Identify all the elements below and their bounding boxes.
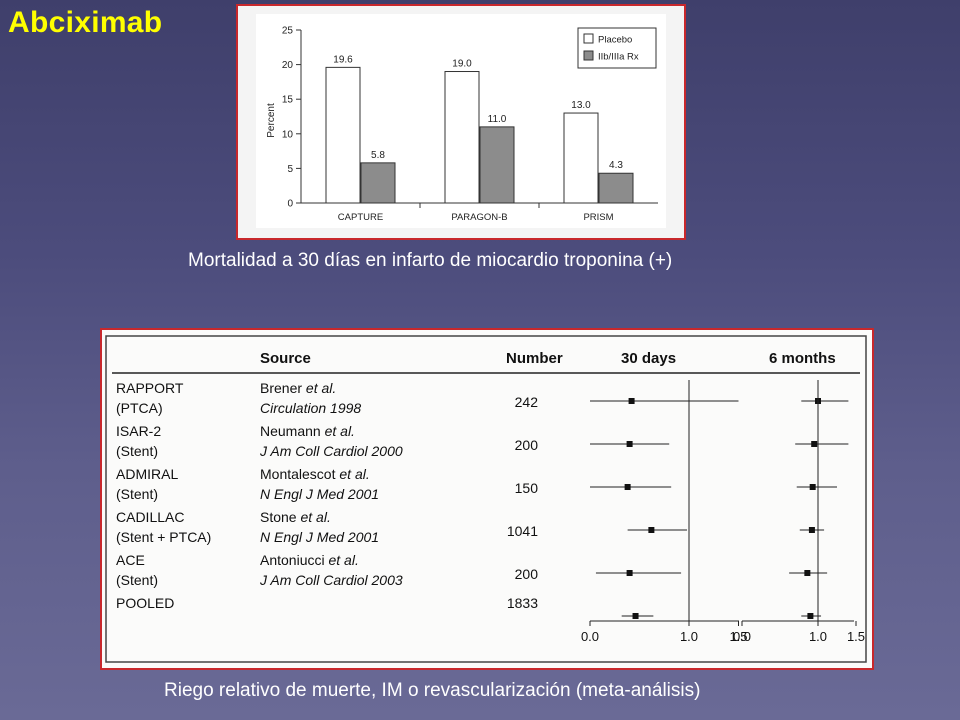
row-number: 150	[515, 480, 539, 496]
x-tick-label: PRISM	[583, 212, 613, 223]
data-label: 5.8	[371, 150, 385, 161]
axis-tick-label-months6: 1.5	[847, 629, 865, 644]
row-trial: ACE	[116, 552, 145, 568]
data-label: 19.0	[452, 59, 472, 70]
row-journal: N Engl J Med 2001	[260, 529, 379, 545]
point-estimate-months6	[811, 441, 818, 447]
point-estimate-days30	[632, 613, 639, 619]
legend-swatch	[583, 50, 594, 61]
row-design: (Stent)	[116, 443, 158, 459]
point-estimate-months6	[808, 527, 815, 533]
legend-swatch	[583, 33, 594, 44]
row-author: Stone et al.	[260, 509, 331, 525]
row-trial: ISAR-2	[116, 423, 161, 439]
table-frame	[105, 335, 867, 663]
row-design: (Stent)	[116, 572, 158, 588]
forest-plot: Source Number 30 days 6 months RAPPORT (PTCA)…	[105, 335, 867, 663]
y-tick-label: 20	[282, 60, 294, 71]
row-number: 200	[515, 437, 539, 453]
axis-tick-label-days30: 1.0	[680, 629, 698, 644]
row-trial: POOLED	[116, 595, 174, 611]
bar-placebo	[563, 112, 599, 204]
point-estimate-days30	[648, 527, 655, 533]
axis-tick-label-months6: 1.0	[809, 629, 827, 644]
row-number: 1041	[507, 523, 538, 539]
point-estimate-days30	[626, 441, 633, 447]
y-tick-label: 25	[282, 26, 294, 37]
axis-tick-label-days30: 0.0	[581, 629, 599, 644]
bar-chart-panel: 0 5 10 15 20 25 Percent CAPTURE 19.6 5.8 PARAGON-B…	[236, 4, 686, 240]
legend-label: IIb/IIIa Rx	[598, 52, 639, 63]
row-journal: J Am Coll Cardiol 2000	[259, 443, 403, 459]
axis-tick-label-months6: 0.0	[733, 629, 751, 644]
bar-treatment	[598, 172, 634, 204]
point-estimate-months6	[807, 613, 814, 619]
row-trial: CADILLAC	[116, 509, 184, 525]
forest-plot-panel: Source Number 30 days 6 months RAPPORT (PTCA)…	[100, 328, 874, 670]
row-number: 200	[515, 566, 539, 582]
row-journal: N Engl J Med 2001	[260, 486, 379, 502]
row-author: Brener et al.	[260, 380, 336, 396]
row-trial: RAPPORT	[116, 380, 184, 396]
row-trial: ADMIRAL	[116, 466, 178, 482]
header-number: Number	[506, 350, 563, 367]
data-label: 13.0	[571, 100, 591, 111]
slide-title: Abciximab	[8, 6, 163, 39]
data-label: 11.0	[488, 114, 507, 125]
y-tick-label: 5	[287, 164, 293, 175]
row-number: 1833	[507, 595, 538, 611]
bar-treatment	[360, 162, 396, 204]
point-estimate-days30	[628, 398, 635, 404]
row-author: Antoniucci et al.	[260, 552, 359, 568]
x-tick-label: PARAGON-B	[451, 212, 507, 223]
axis-tick-label-days30: 1.5	[729, 629, 747, 644]
bar-placebo	[444, 71, 480, 204]
data-label: 4.3	[609, 160, 623, 171]
bar-treatment	[479, 126, 515, 204]
row-author: Montalescot et al.	[260, 466, 370, 482]
row-journal: J Am Coll Cardiol 2003	[259, 572, 403, 588]
bar-chart: 0 5 10 15 20 25 Percent CAPTURE 19.6 5.8 PARAGON-B…	[256, 14, 666, 228]
data-label: 19.6	[333, 54, 353, 65]
row-design: (PTCA)	[116, 400, 163, 416]
row-author: Neumann et al.	[260, 423, 355, 439]
header-source: Source	[260, 350, 311, 367]
y-tick-label: 10	[282, 129, 294, 140]
bar-chart-caption: Mortalidad a 30 días en infarto de mioca…	[188, 250, 673, 271]
point-estimate-days30	[624, 484, 631, 490]
forest-plot-caption: Riego relativo de muerte, IM o revascula…	[164, 680, 701, 701]
y-tick-label: 0	[287, 199, 293, 210]
x-tick-label: CAPTURE	[338, 212, 383, 223]
legend-label: Placebo	[598, 35, 632, 46]
point-estimate-months6	[804, 570, 811, 576]
row-design: (Stent + PTCA)	[116, 529, 211, 545]
point-estimate-days30	[626, 570, 633, 576]
header-6-months: 6 months	[769, 350, 836, 367]
row-journal: Circulation 1998	[260, 400, 361, 416]
y-axis-label: Percent	[266, 103, 277, 138]
point-estimate-months6	[809, 484, 816, 490]
header-30-days: 30 days	[621, 350, 676, 367]
row-number: 242	[515, 394, 539, 410]
row-design: (Stent)	[116, 486, 158, 502]
bar-placebo	[325, 66, 361, 204]
y-tick-label: 15	[282, 95, 294, 106]
